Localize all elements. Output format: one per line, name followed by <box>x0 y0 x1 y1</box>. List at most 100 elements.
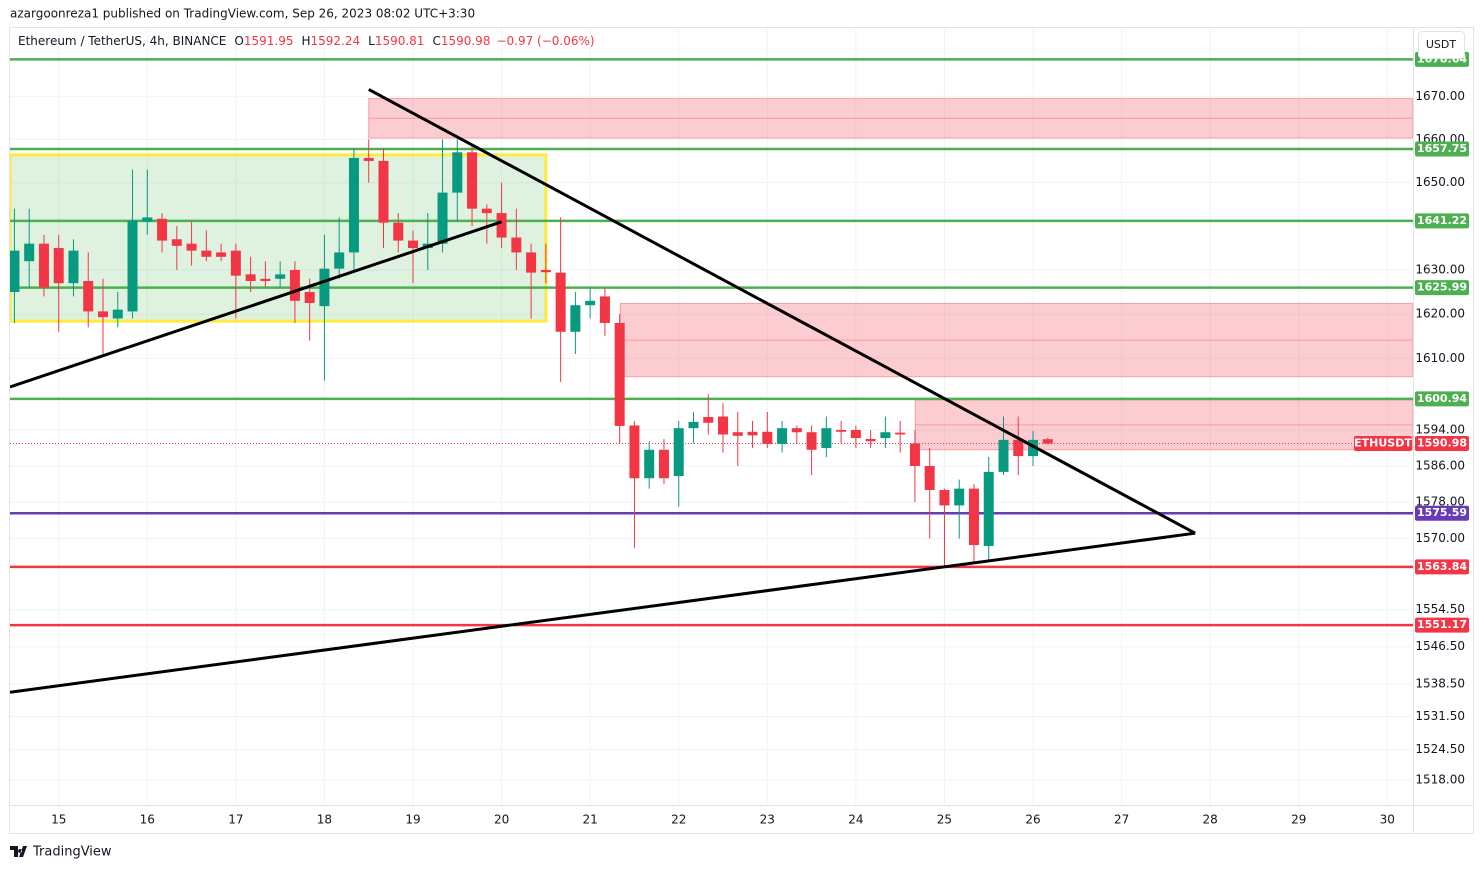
candle-body <box>98 311 109 318</box>
axes: 15 16 17 18 19 20 21 22 23 24 25 26 27 28 29 30 1670.00 1… <box>51 51 1469 827</box>
candle-body <box>614 322 625 426</box>
candle-body <box>850 429 861 439</box>
candle-body <box>334 252 345 269</box>
candle-body <box>747 431 758 436</box>
candle-body <box>112 309 123 319</box>
x-tick-label: 27 <box>1114 813 1129 827</box>
x-tick-label: 28 <box>1203 813 1218 827</box>
candle-body <box>629 425 640 479</box>
ohlc-key: O <box>234 34 243 48</box>
x-tick-label: 20 <box>494 813 509 827</box>
x-tick-label: 24 <box>848 813 863 827</box>
trend-line <box>10 531 1196 694</box>
candle-body <box>511 237 522 253</box>
candle-body <box>924 466 935 490</box>
candle-body <box>496 213 507 238</box>
level-price-label: 1600.94 <box>1417 392 1467 405</box>
x-tick-label: 23 <box>760 813 775 827</box>
x-tick-label: 17 <box>228 813 243 827</box>
candle-body <box>1028 439 1039 457</box>
level-price-label: 1641.22 <box>1417 214 1467 227</box>
y-tick-label: 1594.00 <box>1415 422 1465 436</box>
last-price-box <box>1415 436 1469 452</box>
x-tick-label: 18 <box>317 813 332 827</box>
ohlc-value: 1590.81 <box>375 34 425 48</box>
ohlc-value: 1592.24 <box>311 34 361 48</box>
candle-body <box>201 250 212 257</box>
level-price-label: 1657.75 <box>1417 142 1467 155</box>
x-tick-label: 26 <box>1025 813 1040 827</box>
x-tick-label: 22 <box>671 813 686 827</box>
candle-body <box>703 416 714 423</box>
candle-body <box>127 220 138 312</box>
level-price-label: 1625.99 <box>1417 281 1467 294</box>
candle-body <box>260 278 271 281</box>
x-tick-label: 29 <box>1291 813 1306 827</box>
candle-body <box>378 160 389 223</box>
candle-body <box>452 152 463 193</box>
level-price-box <box>1415 280 1469 296</box>
candle-body <box>171 239 182 246</box>
x-tick-label: 21 <box>583 813 598 827</box>
candle-body <box>954 488 965 506</box>
supply-zone <box>368 97 1413 139</box>
symbol-box <box>1354 436 1412 452</box>
level-price-label: 1551.17 <box>1417 618 1467 631</box>
candle-body <box>10 250 20 292</box>
supply-zone <box>914 399 1413 451</box>
x-tick-label: 15 <box>51 813 66 827</box>
y-tick-label: 1620.00 <box>1415 307 1465 321</box>
candle-body <box>157 218 168 241</box>
candle-body <box>983 471 994 546</box>
candle-body <box>363 157 374 161</box>
candle-body <box>909 443 920 467</box>
candle-body <box>777 428 788 444</box>
change: −0.97 (−0.06%) <box>496 34 594 48</box>
level-price-box <box>1415 141 1469 157</box>
x-tick-label: 25 <box>937 813 952 827</box>
candle-body <box>939 489 950 506</box>
x-tick-label: 30 <box>1380 813 1395 827</box>
chart-frame <box>9 27 1474 834</box>
candle-body <box>762 431 773 444</box>
y-tick-label: 1578.00 <box>1415 495 1465 509</box>
candle-body <box>304 291 315 304</box>
trend-line <box>368 88 1196 535</box>
candle-body <box>393 222 404 241</box>
y-tick-label: 1650.00 <box>1415 175 1465 189</box>
plot-area <box>10 58 1413 694</box>
candle-body <box>289 269 300 301</box>
candle-body <box>718 416 729 435</box>
candle-body <box>186 243 197 251</box>
candle-body <box>585 300 596 306</box>
level-price-box <box>1415 505 1469 521</box>
ohlc-key: C <box>432 34 440 48</box>
ohlc-value: 1590.98 <box>441 34 491 48</box>
y-tick-label: 1610.00 <box>1415 351 1465 365</box>
candle-body <box>24 243 35 262</box>
supply-zone <box>619 302 1413 378</box>
brand-name: TradingView <box>32 845 112 860</box>
currency-button[interactable] <box>1418 31 1465 59</box>
candle-body <box>791 428 802 433</box>
y-tick-label: 1670.00 <box>1415 89 1465 103</box>
candle-body <box>540 269 551 273</box>
y-tick-label: 1630.00 <box>1415 262 1465 276</box>
candle-body <box>83 280 94 312</box>
grid <box>10 28 1413 805</box>
level-price-box <box>1415 559 1469 575</box>
published-line: azargoonreza1 published on TradingView.c… <box>10 7 475 21</box>
candle-body <box>1042 439 1053 444</box>
candle-body <box>53 248 64 284</box>
y-tick-label: 1531.50 <box>1415 709 1465 723</box>
candle-body <box>880 432 891 439</box>
currency-label: USDT <box>1426 38 1457 51</box>
candle-body <box>230 250 241 276</box>
candle-body <box>216 252 227 257</box>
brand-logo <box>10 846 27 857</box>
candle-body <box>467 152 478 209</box>
y-tick-label: 1518.00 <box>1415 772 1465 786</box>
candle-body <box>142 217 153 222</box>
